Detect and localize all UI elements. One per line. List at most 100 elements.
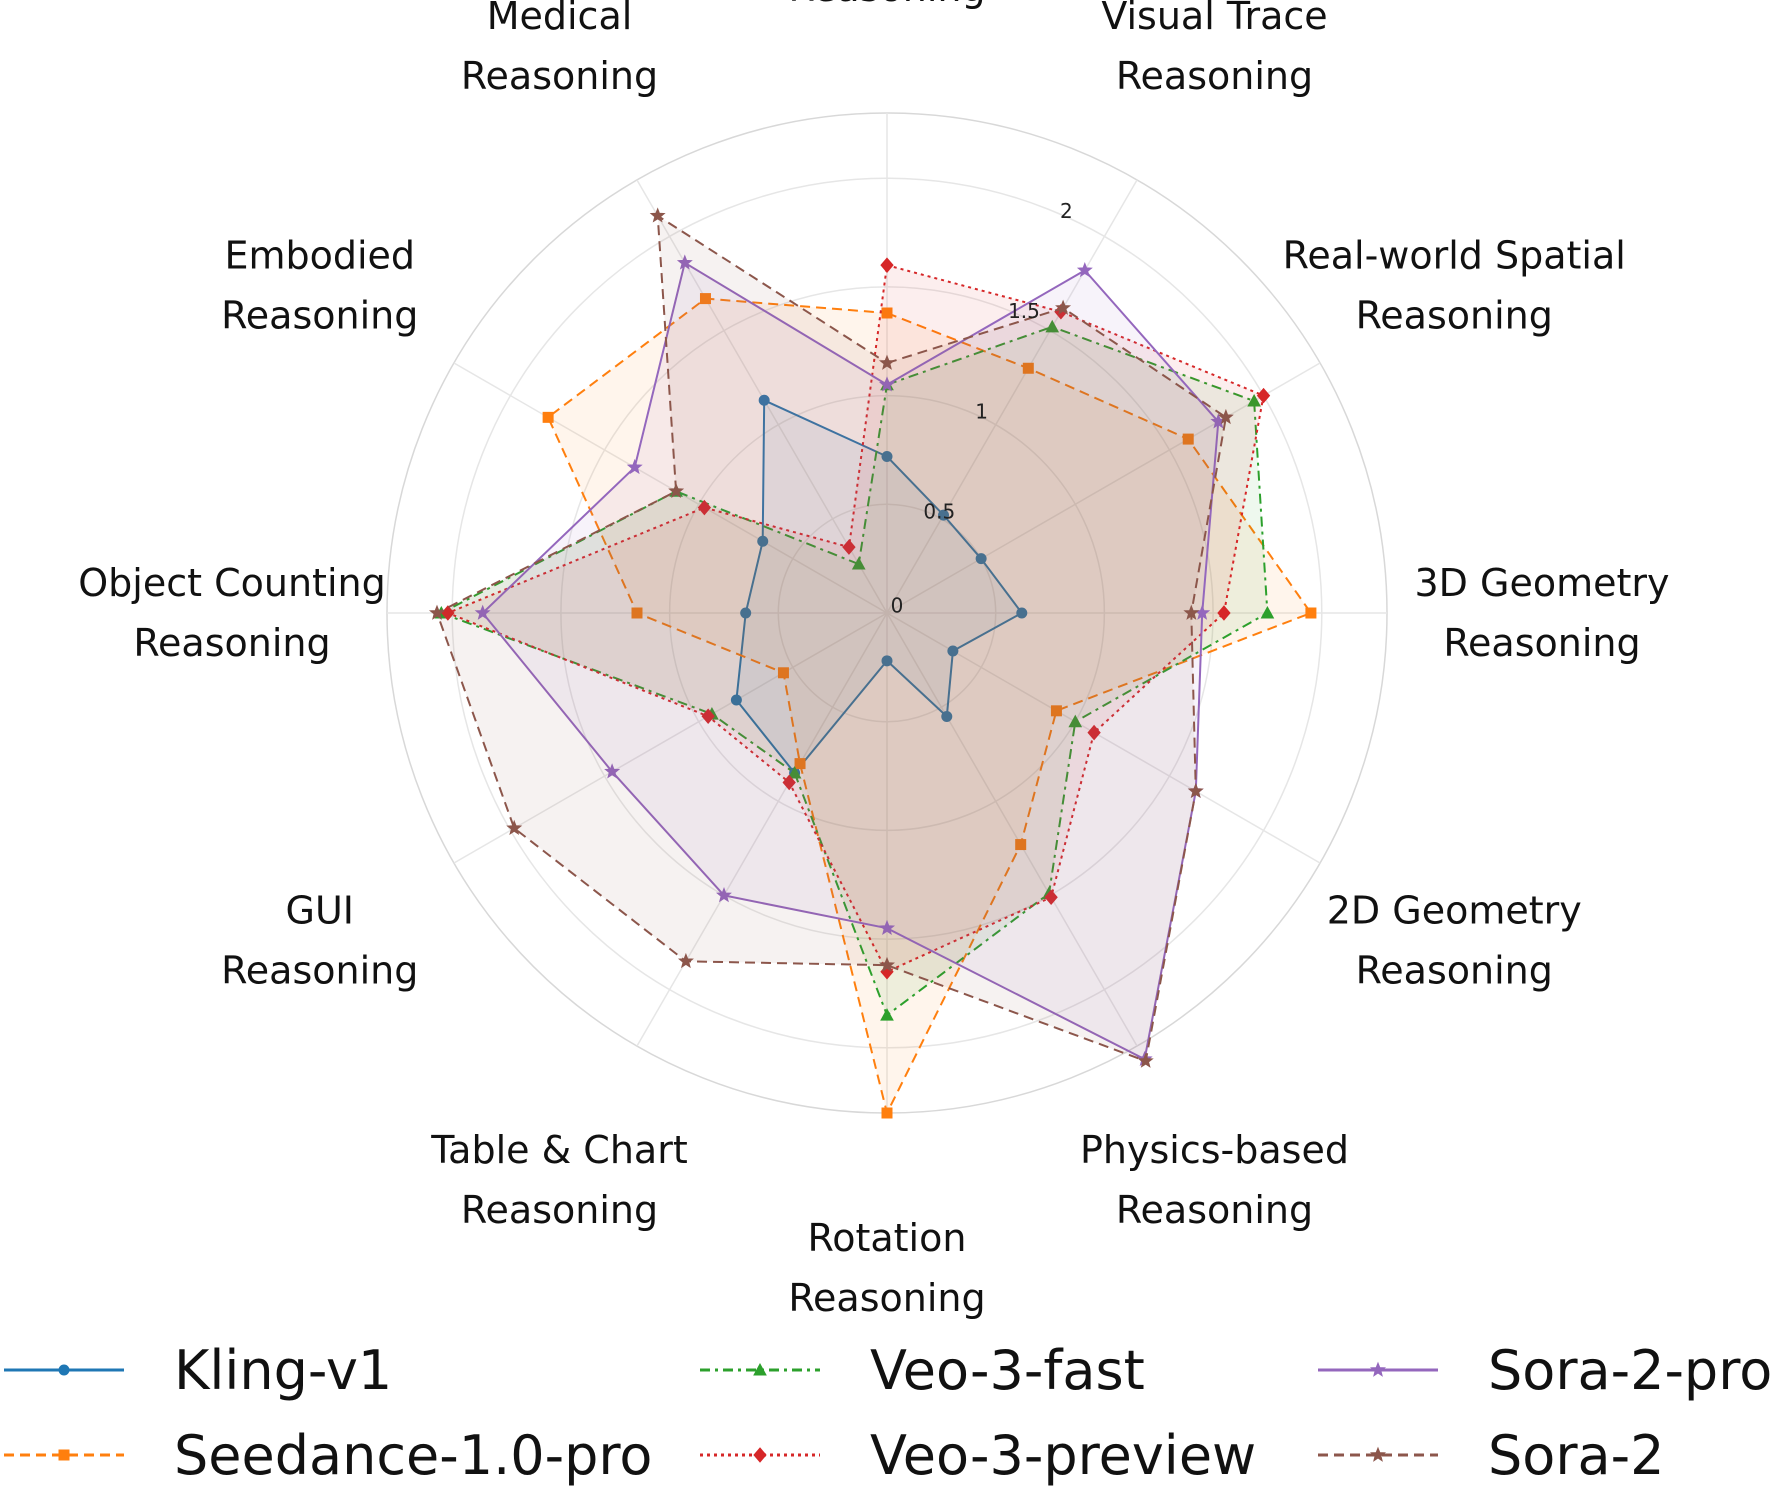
series-seedance-1-0-pro-marker (1050, 705, 1062, 717)
category-label-table-chart-reasoning: Table & Chart Reasoning (430, 1128, 687, 1232)
series-veo-3-preview-area (447, 265, 1264, 972)
legend-item-sora-2-label: Sora-2 (1488, 1424, 1664, 1487)
grid-spoke (636, 612, 888, 1047)
series-kling-v1-marker (757, 535, 769, 547)
series-kling-v1 (730, 394, 1028, 779)
series-kling-v1-marker (947, 645, 959, 657)
series-sora-2-marker (428, 604, 446, 620)
series-seedance-1-0-pro (542, 293, 1317, 1119)
category-label-visual-trace-reasoning: Visual Trace Reasoning (1101, 0, 1327, 98)
series-veo-3-preview-marker (1087, 724, 1101, 741)
legend: Kling-v1 Seedance-1.0-pro Veo-3-fast Veo-3-… (4, 1339, 1772, 1487)
legend-item-sora-2-marker (1369, 1446, 1387, 1462)
series-kling-v1-marker (938, 509, 950, 521)
series-kling-v1-marker (941, 711, 953, 723)
legend-item-veo-3-fast-marker (753, 1362, 767, 1376)
series-sora-2-pro-marker (715, 886, 732, 903)
legend-item-kling-v1-label: Kling-v1 (174, 1339, 392, 1402)
category-label-3d-geometry-reasoning: 3D Geometry Reasoning (1415, 561, 1670, 665)
series-sora-2-marker (1187, 782, 1204, 799)
series-veo-3-fast-marker (1260, 605, 1275, 619)
series-seedance-1-0-pro-marker (794, 758, 806, 770)
legend-item-sora-2: Sora-2 (1318, 1424, 1664, 1487)
series-sora-2-marker (878, 956, 896, 972)
series-sora-2-marker (677, 952, 694, 969)
series-seedance-1-0-pro-marker (1022, 362, 1034, 374)
series-sora-2-pro-area (482, 262, 1219, 1060)
legend-item-sora-2-pro-label: Sora-2-pro (1488, 1339, 1772, 1402)
r-tick-label: 1 (975, 399, 988, 423)
series-kling-v1-area (736, 400, 1022, 773)
category-labels: Visual DetailReasoning Visual TraceReason… (78, 0, 1669, 1320)
series-veo-3-fast-marker (1247, 393, 1261, 407)
series-veo-3-fast-marker (851, 557, 866, 570)
r-tick-label: 0.5 (923, 499, 955, 523)
series-sora-2-pro-marker (676, 254, 693, 270)
series-sora-2 (428, 207, 1234, 1068)
series-veo-3-preview-marker (701, 708, 715, 725)
category-label-embodied-reasoning: Embodied Reasoning (221, 234, 418, 338)
category-label-gui-reasoning: GUI Reasoning (221, 889, 418, 993)
radial-tick-labels: 0 0.5 1 1.5 2 (891, 199, 1073, 617)
series-sora-2-marker (649, 207, 666, 223)
series-sora-2-marker (878, 354, 896, 370)
series-veo-3-preview-marker (1044, 889, 1058, 906)
series-seedance-1-0-pro-marker (699, 293, 711, 305)
series-sora-2-pro-marker (878, 919, 896, 936)
series-veo-3-preview-marker (880, 257, 894, 273)
series-kling-v1-marker (881, 450, 893, 462)
series-sora-2-pro-marker (878, 376, 896, 392)
legend-item-sora-2-pro: Sora-2-pro (1318, 1339, 1772, 1402)
series-veo-3-fast-marker (880, 1008, 894, 1021)
series-kling-v1-marker (758, 394, 770, 406)
legend-item-seedance-1-0-pro-marker (58, 1449, 70, 1461)
grid-spoke (886, 362, 1321, 614)
series-seedance-1-0-pro-marker (1305, 607, 1317, 619)
series-kling-v1-marker (881, 655, 893, 667)
category-label-real-world-spatial-reasoning: Real-world Spatial Reasoning (1283, 234, 1626, 338)
radar-series (428, 207, 1317, 1119)
series-kling-v1-marker (1016, 607, 1028, 619)
series-veo-3-preview-marker (782, 774, 796, 791)
series-veo-3-fast (434, 319, 1275, 1021)
legend-item-veo-3-preview-marker (753, 1447, 767, 1463)
grid-spoke (453, 362, 888, 614)
category-label-visual-detail-reasoning: Visual DetailReasoning (768, 0, 1005, 10)
series-veo-3-fast-area (441, 326, 1268, 1016)
legend-item-sora-2-pro-marker (1369, 1361, 1387, 1377)
legend-item-veo-3-fast-label: Veo-3-fast (870, 1339, 1145, 1402)
series-sora-2-pro (474, 254, 1227, 1067)
legend-item-seedance-1-0-pro-label: Seedance-1.0-pro (174, 1424, 652, 1487)
series-sora-2-area (437, 215, 1226, 1062)
series-veo-3-preview-marker (1217, 605, 1231, 621)
series-sora-2-pro-marker (474, 604, 491, 620)
category-label-2d-geometry-reasoning: 2D Geometry Reasoning (1327, 889, 1582, 993)
legend-item-kling-v1: Kling-v1 (4, 1339, 392, 1402)
series-seedance-1-0-pro-area (548, 298, 1311, 1114)
series-veo-3-fast-marker (787, 765, 802, 779)
category-label-physics-based-reasoning: Physics-based Reasoning (1080, 1128, 1349, 1232)
series-veo-3-fast-marker (1045, 319, 1060, 333)
series-seedance-1-0-pro-marker (1015, 839, 1027, 851)
series-sora-2-marker (1055, 299, 1072, 315)
category-label-rotation-reasoning: Rotation Reasoning (788, 1216, 985, 1320)
series-veo-3-preview-marker (697, 499, 712, 516)
legend-item-veo-3-preview-label: Veo-3-preview (870, 1424, 1256, 1487)
grid-spoke (886, 612, 1138, 1047)
series-kling-v1-marker (740, 607, 752, 619)
legend-item-veo-3-preview: Veo-3-preview (700, 1424, 1256, 1487)
series-seedance-1-0-pro-marker (777, 667, 789, 679)
series-veo-3-fast-marker (1068, 714, 1083, 728)
category-label-medical-reasoning: Medical Reasoning (461, 0, 658, 98)
legend-item-veo-3-fast: Veo-3-fast (700, 1339, 1145, 1402)
series-sora-2-marker (1217, 408, 1234, 425)
series-seedance-1-0-pro-marker (1182, 433, 1194, 445)
legend-item-kling-v1-marker (58, 1364, 70, 1376)
series-veo-3-preview-marker (842, 539, 856, 555)
series-sora-2-marker (1183, 604, 1200, 620)
grid-spoke (886, 612, 1321, 864)
grid-spoke (886, 179, 1138, 614)
r-tick-label: 1.5 (1008, 299, 1040, 323)
series-seedance-1-0-pro-marker (542, 411, 554, 423)
